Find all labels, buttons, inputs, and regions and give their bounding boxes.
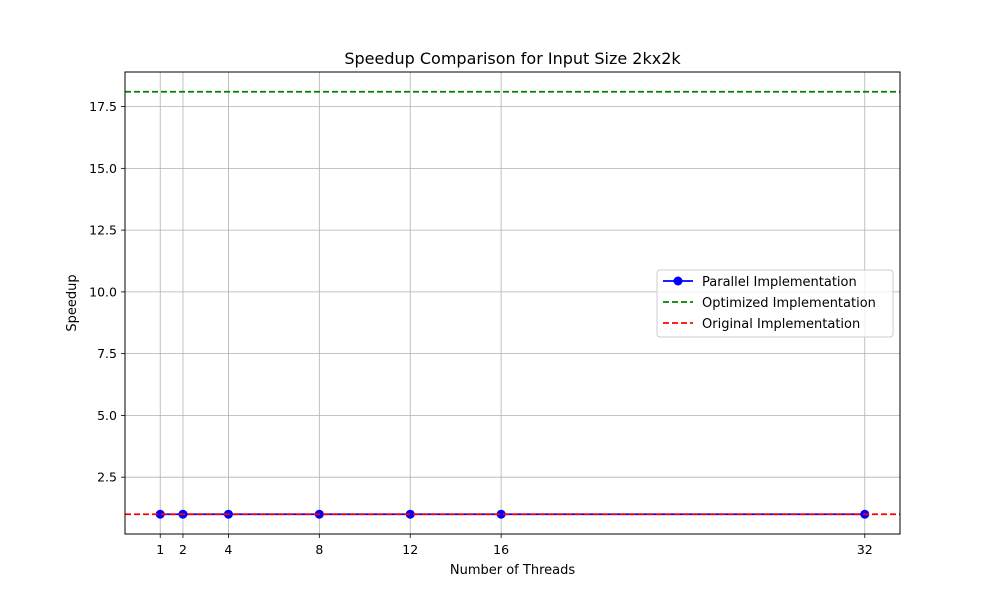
x-tick-label: 32 [857,542,873,557]
y-tick-label: 15.0 [89,161,117,176]
legend-label-parallel: Parallel Implementation [702,275,857,290]
x-tick-label: 2 [179,542,187,557]
y-tick-label: 17.5 [89,99,117,114]
legend-marker-parallel [673,276,683,286]
chart-title: Speedup Comparison for Input Size 2kx2k [344,49,681,68]
parallel-data-point [405,509,415,519]
y-tick-label: 12.5 [89,223,117,238]
legend-label-optimized: Optimized Implementation [702,296,876,311]
x-tick-label: 4 [224,542,232,557]
legend-box [656,269,894,338]
x-tick-label: 8 [315,542,323,557]
y-tick-label: 10.0 [89,284,117,299]
plot-frame [124,71,901,535]
series-lines [125,90,900,519]
y-tick-label: 2.5 [97,470,117,485]
y-tick-label: 5.0 [97,408,117,423]
y-axis-label: Speedup [65,274,80,331]
parallel-data-point [155,509,165,519]
x-tick-label: 12 [402,542,418,557]
y-tick-label: 7.5 [97,346,117,361]
legend-label-original: Original Implementation [702,317,860,332]
legend: Parallel Implementation Optimized Implem… [656,269,894,338]
parallel-data-point [496,509,506,519]
x-tick-label: 1 [156,542,164,557]
x-tick-label: 16 [493,542,509,557]
x-axis-ticks: 1 2 4 8 12 16 32 [156,534,873,557]
x-axis-label: Number of Threads [450,563,575,578]
y-axis-ticks: 2.5 5.0 7.5 10.0 12.5 15.0 17.5 [89,99,125,485]
